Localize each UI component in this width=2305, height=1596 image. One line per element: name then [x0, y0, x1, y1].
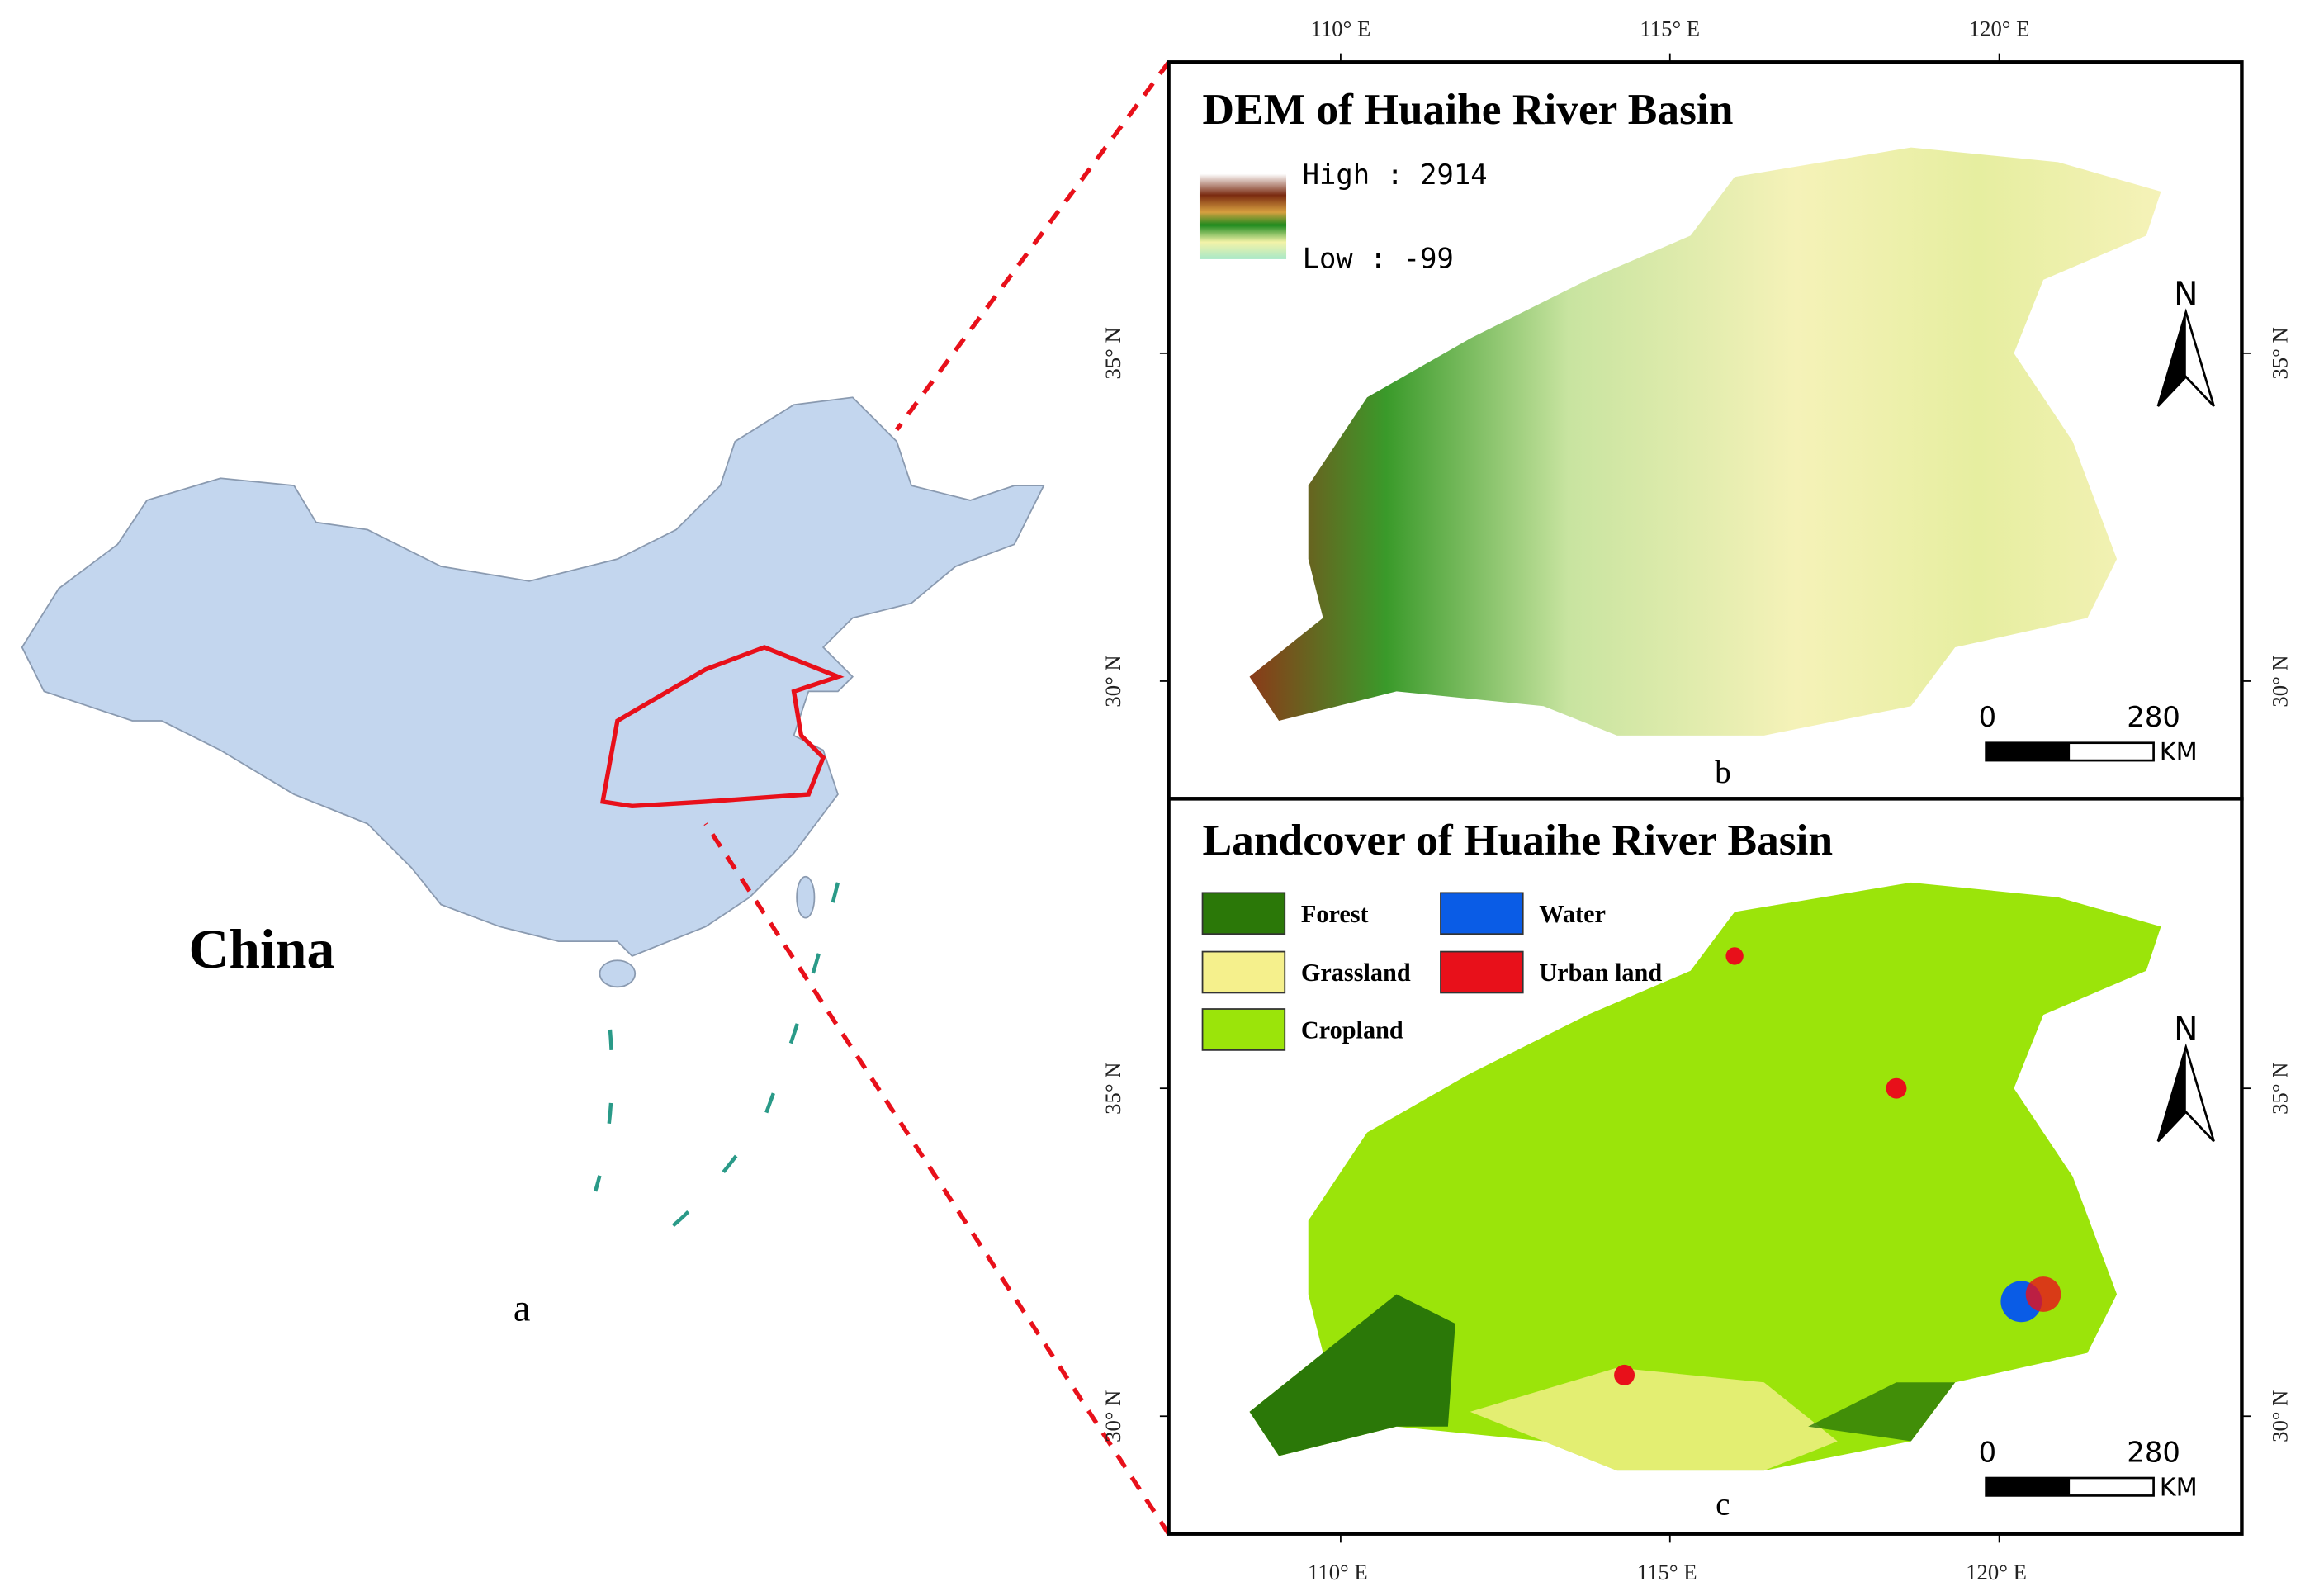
longitude-label: 120° E [1966, 1560, 2027, 1584]
latitude-label: 35° N [1100, 327, 1125, 379]
legend-low: Low : -99 [1303, 243, 1454, 275]
panel-title: DEM of Huaihe River Basin [1203, 84, 1734, 134]
longitude-label: 110° E [1311, 16, 1371, 40]
scale-end: 280 [2127, 1436, 2180, 1468]
scale-start: 0 [1979, 1436, 1997, 1468]
latitude-label: 30° N [2268, 1390, 2293, 1442]
legend-label: Urban land [1539, 959, 1662, 987]
north-label: N [2174, 276, 2198, 313]
scale-unit: KM [2160, 1473, 2198, 1502]
panel-label: c [1716, 1487, 1730, 1523]
latitude-label: 35° N [2268, 1063, 2293, 1115]
legend-high: High : 2914 [1303, 159, 1488, 191]
china-map [21, 396, 1045, 1240]
dem-legend [1199, 173, 1287, 259]
legend-swatch [1440, 950, 1524, 994]
latitude-label: 35° N [2268, 327, 2293, 379]
longitude-label: 110° E [1308, 1560, 1368, 1584]
panel-title: Landcover of Huaihe River Basin [1203, 815, 1834, 864]
latitude-label: 30° N [1100, 1390, 1125, 1442]
legend-label: Forest [1301, 900, 1369, 928]
legend-label: Water [1539, 900, 1606, 928]
scale-bar-fill [1986, 742, 2071, 761]
longitude-label: 120° E [1969, 16, 2030, 40]
legend-swatch [1440, 892, 1524, 935]
latitude-label: 35° N [1100, 1063, 1125, 1115]
zoom-line [703, 822, 1171, 1536]
legend-label: Grassland [1301, 959, 1411, 987]
panel-label: b [1715, 755, 1731, 790]
scale-start: 0 [1979, 701, 1997, 733]
longitude-label: 115° E [1640, 16, 1700, 40]
legend-swatch [1201, 892, 1286, 935]
north-arrow-half [2157, 312, 2186, 406]
scale-end: 280 [2127, 701, 2180, 733]
legend-swatch [1201, 950, 1286, 994]
legend-label: Cropland [1301, 1016, 1403, 1044]
scale-unit: KM [2160, 738, 2198, 767]
panel-title: China [189, 918, 335, 980]
north-label: N [2174, 1011, 2198, 1048]
latitude-label: 30° N [2268, 655, 2293, 707]
legend-swatch [1201, 1008, 1286, 1051]
longitude-label: 115° E [1637, 1560, 1697, 1584]
panel-label: a [514, 1288, 531, 1330]
landcover-map [1249, 882, 2161, 1471]
zoom-line [895, 60, 1171, 432]
scale-bar-fill [1986, 1478, 2071, 1496]
latitude-label: 30° N [1100, 655, 1125, 707]
